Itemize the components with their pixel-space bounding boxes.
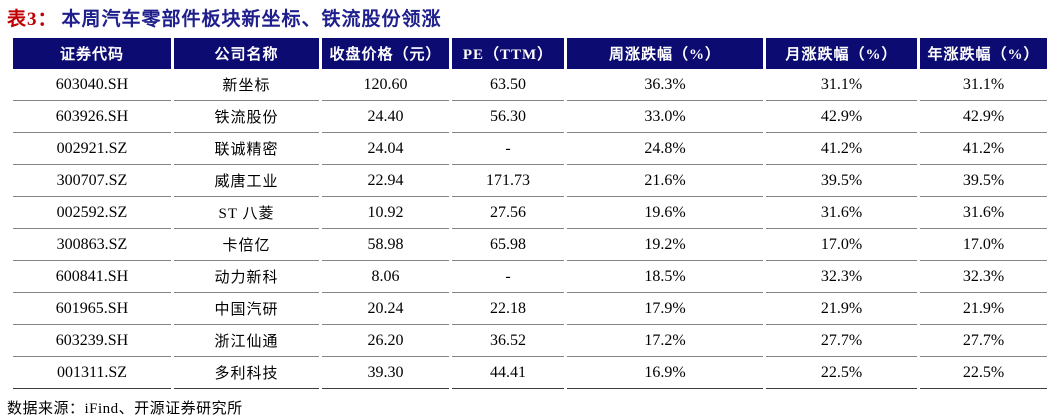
cell-code: 600841.SH bbox=[13, 261, 171, 293]
cell-year-change: 41.2% bbox=[920, 133, 1047, 165]
cell-week-change: 33.0% bbox=[567, 101, 763, 133]
column-header: 月涨跌幅（%） bbox=[766, 38, 917, 69]
data-source-note: 数据来源：iFind、开源证券研究所 bbox=[7, 401, 243, 417]
cell-company: 浙江仙通 bbox=[174, 325, 319, 357]
cell-week-change: 16.9% bbox=[567, 357, 763, 389]
cell-week-change: 19.2% bbox=[567, 229, 763, 261]
table-row: 601965.SH 中国汽研 20.24 22.18 17.9% 21.9% 21.9% bbox=[13, 293, 1047, 325]
cell-close-price: 58.98 bbox=[322, 229, 449, 261]
cell-company: 铁流股份 bbox=[174, 101, 319, 133]
table-row: 300863.SZ 卡倍亿 58.98 65.98 19.2% 17.0% 17.0% bbox=[13, 229, 1047, 261]
cell-pe: 27.56 bbox=[452, 197, 564, 229]
cell-month-change: 32.3% bbox=[766, 261, 917, 293]
cell-month-change: 41.2% bbox=[766, 133, 917, 165]
cell-year-change: 31.6% bbox=[920, 197, 1047, 229]
cell-code: 002592.SZ bbox=[13, 197, 171, 229]
column-header: 年涨跌幅（%） bbox=[920, 38, 1047, 69]
cell-week-change: 36.3% bbox=[567, 69, 763, 101]
cell-year-change: 17.0% bbox=[920, 229, 1047, 261]
cell-month-change: 31.1% bbox=[766, 69, 917, 101]
cell-company: 多利科技 bbox=[174, 357, 319, 389]
cell-company: 动力新科 bbox=[174, 261, 319, 293]
cell-pe: 171.73 bbox=[452, 165, 564, 197]
cell-month-change: 39.5% bbox=[766, 165, 917, 197]
cell-close-price: 8.06 bbox=[322, 261, 449, 293]
cell-pe: 44.41 bbox=[452, 357, 564, 389]
cell-close-price: 120.60 bbox=[322, 69, 449, 101]
cell-month-change: 31.6% bbox=[766, 197, 917, 229]
cell-pe: 65.98 bbox=[452, 229, 564, 261]
cell-month-change: 42.9% bbox=[766, 101, 917, 133]
column-header: 公司名称 bbox=[174, 38, 319, 69]
cell-month-change: 22.5% bbox=[766, 357, 917, 389]
cell-close-price: 20.24 bbox=[322, 293, 449, 325]
cell-year-change: 22.5% bbox=[920, 357, 1047, 389]
cell-year-change: 42.9% bbox=[920, 101, 1047, 133]
cell-company: 联诚精密 bbox=[174, 133, 319, 165]
cell-year-change: 21.9% bbox=[920, 293, 1047, 325]
column-header: 周涨跌幅（%） bbox=[567, 38, 763, 69]
cell-week-change: 17.9% bbox=[567, 293, 763, 325]
cell-code: 603040.SH bbox=[13, 69, 171, 101]
table-title-text: 本周汽车零部件板块新坐标、铁流股份领涨 bbox=[61, 9, 442, 30]
cell-year-change: 32.3% bbox=[920, 261, 1047, 293]
cell-year-change: 39.5% bbox=[920, 165, 1047, 197]
table-title-label: 表3： bbox=[7, 9, 58, 30]
table-row: 603239.SH 浙江仙通 26.20 36.52 17.2% 27.7% 27.7% bbox=[13, 325, 1047, 357]
cell-pe: 63.50 bbox=[452, 69, 564, 101]
stock-performance-table: 证券代码 公司名称 收盘价格（元） PE（TTM） 周涨跌幅（%） 月涨跌幅（%） 年涨跌幅… bbox=[10, 38, 1050, 389]
cell-close-price: 24.40 bbox=[322, 101, 449, 133]
cell-code: 300707.SZ bbox=[13, 165, 171, 197]
cell-pe: - bbox=[452, 133, 564, 165]
table-row: 603040.SH 新坐标 120.60 63.50 36.3% 31.1% 31.1% bbox=[13, 69, 1047, 101]
table-header-row: 证券代码 公司名称 收盘价格（元） PE（TTM） 周涨跌幅（%） 月涨跌幅（%） 年涨跌幅… bbox=[13, 38, 1047, 69]
column-header: 收盘价格（元） bbox=[322, 38, 449, 69]
cell-company: ST 八菱 bbox=[174, 197, 319, 229]
cell-week-change: 19.6% bbox=[567, 197, 763, 229]
cell-pe: 22.18 bbox=[452, 293, 564, 325]
cell-code: 002921.SZ bbox=[13, 133, 171, 165]
cell-week-change: 17.2% bbox=[567, 325, 763, 357]
cell-company: 威唐工业 bbox=[174, 165, 319, 197]
cell-week-change: 21.6% bbox=[567, 165, 763, 197]
table-row: 600841.SH 动力新科 8.06-18.5% 32.3% 32.3% bbox=[13, 261, 1047, 293]
cell-close-price: 39.30 bbox=[322, 357, 449, 389]
cell-close-price: 10.92 bbox=[322, 197, 449, 229]
cell-month-change: 27.7% bbox=[766, 325, 917, 357]
column-header: 证券代码 bbox=[13, 38, 171, 69]
cell-code: 300863.SZ bbox=[13, 229, 171, 261]
cell-pe: 56.30 bbox=[452, 101, 564, 133]
cell-month-change: 17.0% bbox=[766, 229, 917, 261]
cell-pe: 36.52 bbox=[452, 325, 564, 357]
cell-year-change: 27.7% bbox=[920, 325, 1047, 357]
cell-company: 中国汽研 bbox=[174, 293, 319, 325]
table-row: 603926.SH 铁流股份 24.40 56.30 33.0% 42.9% 42.9% bbox=[13, 101, 1047, 133]
cell-company: 卡倍亿 bbox=[174, 229, 319, 261]
cell-close-price: 22.94 bbox=[322, 165, 449, 197]
table-row: 002592.SZ ST 八菱 10.92 27.56 19.6% 31.6% 31.6% bbox=[13, 197, 1047, 229]
cell-pe: - bbox=[452, 261, 564, 293]
cell-code: 601965.SH bbox=[13, 293, 171, 325]
cell-week-change: 18.5% bbox=[567, 261, 763, 293]
table-row: 002921.SZ 联诚精密 24.04-24.8% 41.2% 41.2% bbox=[13, 133, 1047, 165]
cell-close-price: 24.04 bbox=[322, 133, 449, 165]
table-title: 表3： 本周汽车零部件板块新坐标、铁流股份领涨 bbox=[7, 4, 1061, 31]
cell-month-change: 21.9% bbox=[766, 293, 917, 325]
cell-code: 603926.SH bbox=[13, 101, 171, 133]
cell-code: 001311.SZ bbox=[13, 357, 171, 389]
table-row: 300707.SZ 威唐工业 22.94 171.73 21.6% 39.5% 39.5% bbox=[13, 165, 1047, 197]
cell-year-change: 31.1% bbox=[920, 69, 1047, 101]
cell-close-price: 26.20 bbox=[322, 325, 449, 357]
table-row: 001311.SZ 多利科技 39.30 44.41 16.9% 22.5% 22.5% bbox=[13, 357, 1047, 389]
column-header: PE（TTM） bbox=[452, 38, 564, 69]
cell-code: 603239.SH bbox=[13, 325, 171, 357]
cell-week-change: 24.8% bbox=[567, 133, 763, 165]
cell-company: 新坐标 bbox=[174, 69, 319, 101]
